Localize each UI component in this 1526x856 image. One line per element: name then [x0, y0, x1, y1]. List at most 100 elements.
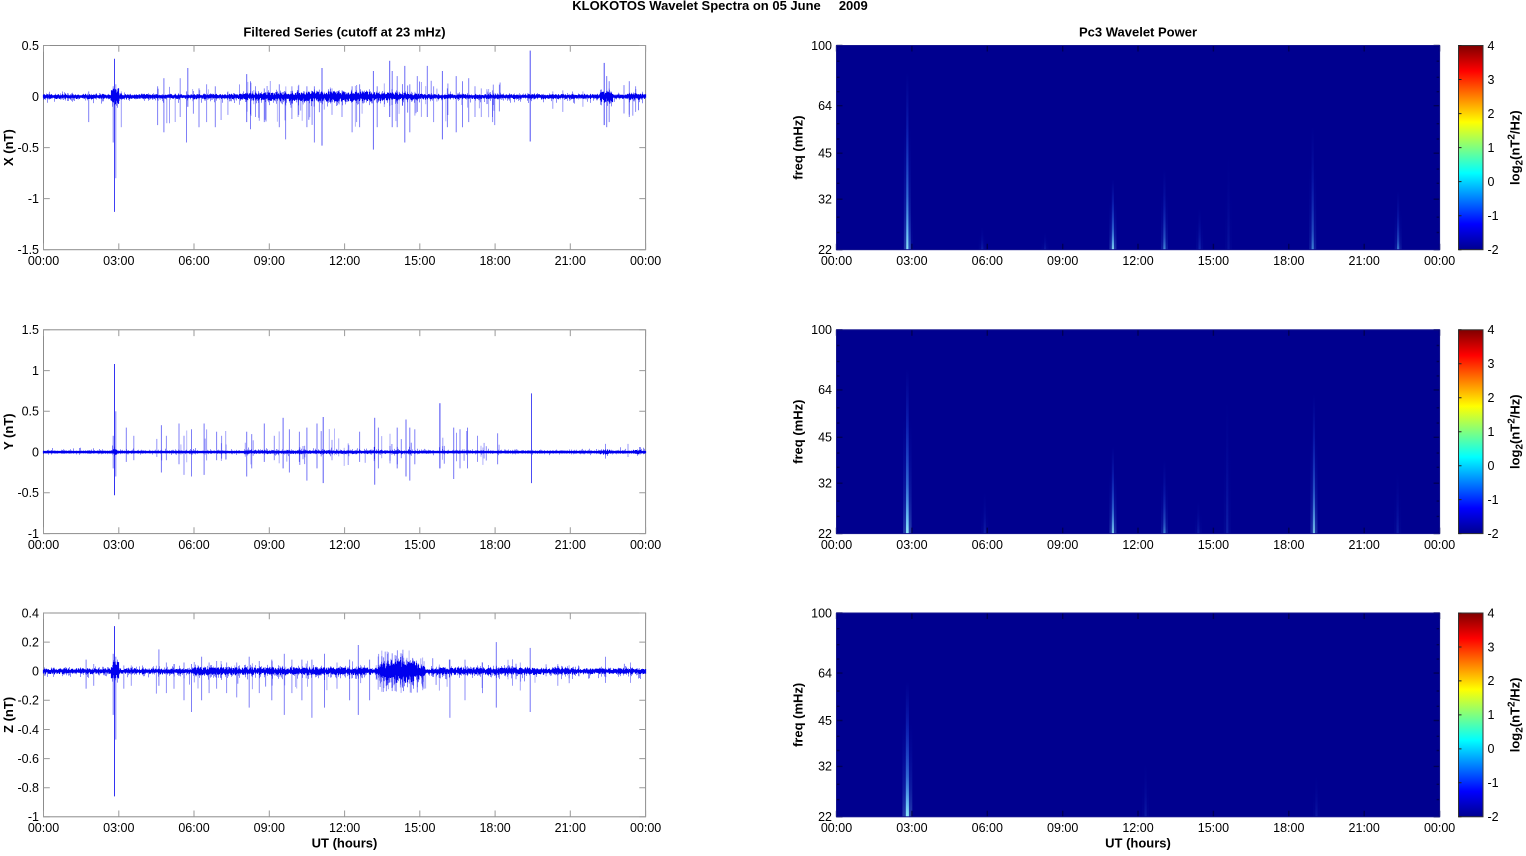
svg-text:0.2: 0.2	[22, 635, 39, 649]
svg-text:0.4: 0.4	[22, 606, 39, 620]
svg-text:1: 1	[1488, 141, 1495, 155]
svg-text:-2: -2	[1488, 243, 1499, 257]
svg-text:-1: -1	[28, 810, 39, 824]
svg-text:Z (nT): Z (nT)	[1, 697, 16, 733]
svg-text:18:00: 18:00	[1273, 821, 1304, 835]
svg-text:-1: -1	[1488, 776, 1499, 790]
svg-text:0: 0	[1488, 742, 1495, 756]
svg-text:21:00: 21:00	[1349, 821, 1380, 835]
svg-text:12:00: 12:00	[1122, 538, 1153, 552]
svg-text:100: 100	[811, 39, 832, 53]
svg-text:-0.6: -0.6	[17, 752, 39, 766]
svg-text:00:00: 00:00	[28, 254, 59, 268]
svg-text:06:00: 06:00	[972, 821, 1003, 835]
svg-text:-1: -1	[28, 527, 39, 541]
svg-text:00:00: 00:00	[1424, 254, 1455, 268]
svg-text:00:00: 00:00	[821, 821, 852, 835]
svg-text:0.5: 0.5	[22, 405, 39, 419]
svg-text:-1.5: -1.5	[17, 243, 39, 257]
svg-text:09:00: 09:00	[1047, 538, 1078, 552]
svg-text:18:00: 18:00	[479, 254, 510, 268]
svg-text:4: 4	[1488, 323, 1495, 337]
svg-text:03:00: 03:00	[103, 254, 134, 268]
svg-text:freq (mHz): freq (mHz)	[790, 683, 805, 747]
svg-text:18:00: 18:00	[479, 538, 510, 552]
svg-text:log2(nT2/Hz): log2(nT2/Hz)	[1507, 394, 1526, 469]
svg-text:15:00: 15:00	[1198, 254, 1229, 268]
svg-text:64: 64	[818, 383, 832, 397]
svg-text:00:00: 00:00	[1424, 538, 1455, 552]
svg-text:00:00: 00:00	[28, 821, 59, 835]
svg-text:KLOKOTOS Wavelet Spectra on 05: KLOKOTOS Wavelet Spectra on 05 June 2009	[572, 0, 868, 13]
svg-text:0.5: 0.5	[22, 39, 39, 53]
svg-text:-1: -1	[1488, 493, 1499, 507]
svg-text:1.5: 1.5	[22, 323, 39, 337]
svg-text:00:00: 00:00	[630, 821, 661, 835]
svg-text:03:00: 03:00	[896, 254, 927, 268]
svg-text:-0.8: -0.8	[17, 781, 39, 795]
svg-text:03:00: 03:00	[896, 538, 927, 552]
svg-text:09:00: 09:00	[1047, 821, 1078, 835]
svg-text:12:00: 12:00	[329, 538, 360, 552]
svg-text:0: 0	[32, 90, 39, 104]
svg-text:0: 0	[1488, 459, 1495, 473]
svg-text:X (nT): X (nT)	[1, 129, 16, 166]
svg-text:12:00: 12:00	[1122, 254, 1153, 268]
svg-text:-0.2: -0.2	[17, 694, 39, 708]
svg-text:-0.4: -0.4	[17, 723, 39, 737]
svg-text:32: 32	[818, 760, 832, 774]
svg-text:3: 3	[1488, 357, 1495, 371]
svg-text:Y (nT): Y (nT)	[1, 413, 16, 450]
svg-text:09:00: 09:00	[1047, 254, 1078, 268]
svg-text:03:00: 03:00	[103, 538, 134, 552]
svg-text:03:00: 03:00	[896, 821, 927, 835]
svg-text:00:00: 00:00	[630, 254, 661, 268]
svg-text:00:00: 00:00	[821, 254, 852, 268]
svg-text:freq (mHz): freq (mHz)	[790, 400, 805, 464]
svg-text:2: 2	[1488, 107, 1495, 121]
svg-text:45: 45	[818, 431, 832, 445]
svg-text:4: 4	[1488, 606, 1495, 620]
svg-text:-2: -2	[1488, 810, 1499, 824]
svg-text:45: 45	[818, 714, 832, 728]
svg-text:3: 3	[1488, 73, 1495, 87]
svg-text:09:00: 09:00	[254, 254, 285, 268]
svg-text:15:00: 15:00	[404, 821, 435, 835]
svg-text:32: 32	[818, 193, 832, 207]
svg-text:Pc3 Wavelet Power: Pc3 Wavelet Power	[1079, 25, 1197, 40]
svg-text:0: 0	[32, 665, 39, 679]
svg-text:freq (mHz): freq (mHz)	[790, 115, 805, 179]
svg-text:15:00: 15:00	[404, 538, 435, 552]
svg-text:21:00: 21:00	[555, 821, 586, 835]
svg-text:64: 64	[818, 99, 832, 113]
svg-text:06:00: 06:00	[178, 821, 209, 835]
svg-text:2: 2	[1488, 391, 1495, 405]
svg-text:03:00: 03:00	[103, 821, 134, 835]
svg-text:18:00: 18:00	[479, 821, 510, 835]
svg-text:21:00: 21:00	[1349, 254, 1380, 268]
svg-text:00:00: 00:00	[28, 538, 59, 552]
svg-text:4: 4	[1488, 39, 1495, 53]
svg-text:00:00: 00:00	[821, 538, 852, 552]
svg-text:1: 1	[32, 364, 39, 378]
svg-text:64: 64	[818, 666, 832, 680]
svg-text:15:00: 15:00	[404, 254, 435, 268]
svg-text:06:00: 06:00	[178, 254, 209, 268]
svg-text:100: 100	[811, 323, 832, 337]
svg-text:-1: -1	[1488, 209, 1499, 223]
svg-text:15:00: 15:00	[1198, 538, 1229, 552]
svg-text:15:00: 15:00	[1198, 821, 1229, 835]
svg-text:log2(nT2/Hz): log2(nT2/Hz)	[1507, 678, 1526, 753]
svg-text:45: 45	[818, 147, 832, 161]
svg-text:09:00: 09:00	[254, 821, 285, 835]
svg-text:06:00: 06:00	[178, 538, 209, 552]
svg-text:log2(nT2/Hz): log2(nT2/Hz)	[1507, 110, 1526, 185]
svg-text:00:00: 00:00	[630, 538, 661, 552]
svg-text:32: 32	[818, 477, 832, 491]
svg-text:22: 22	[818, 243, 832, 257]
svg-text:2: 2	[1488, 674, 1495, 688]
svg-text:-0.5: -0.5	[17, 141, 39, 155]
svg-text:21:00: 21:00	[1349, 538, 1380, 552]
svg-text:1: 1	[1488, 425, 1495, 439]
svg-text:3: 3	[1488, 640, 1495, 654]
